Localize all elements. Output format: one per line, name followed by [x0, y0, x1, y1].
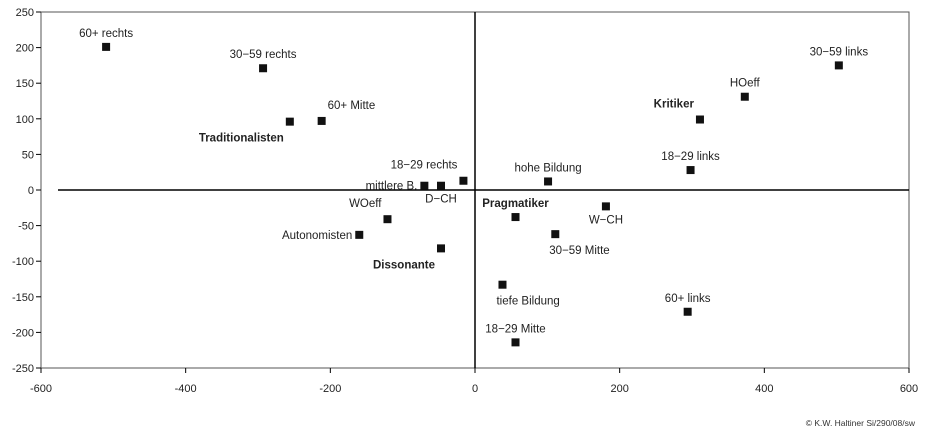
data-point-marker: [695, 115, 704, 124]
data-point-label: 60+ links: [665, 293, 711, 305]
data-point-marker: [740, 92, 749, 101]
data-points: [102, 42, 843, 347]
x-tick-label: 400: [755, 383, 773, 395]
y-tick-label: 200: [16, 43, 34, 55]
data-point-label: tiefe Bildung: [496, 296, 559, 308]
data-point-marker: [551, 230, 560, 239]
data-point-label: WOeff: [349, 198, 382, 210]
data-point-label: D−CH: [425, 194, 457, 206]
data-point-marker: [383, 215, 392, 224]
data-point-label: 18−29 Mitte: [485, 323, 545, 335]
data-point-label: 60+ rechts: [79, 28, 133, 40]
x-tick-label: 200: [610, 383, 628, 395]
x-tick-label: -600: [30, 383, 52, 395]
y-tick-label: 100: [16, 114, 34, 126]
y-tick-label: -50: [18, 221, 34, 233]
y-tick-label: -200: [12, 327, 34, 339]
data-point-marker: [601, 202, 610, 211]
data-point-label: 30−59 rechts: [230, 49, 297, 61]
y-tick-label: -150: [12, 292, 34, 304]
copyright-credit: © K.W. Haltiner Si/290/08/sw: [806, 418, 916, 428]
data-point-label: Traditionalisten: [199, 133, 284, 145]
x-tick-label: 600: [900, 383, 918, 395]
data-point-label: mittlere B.: [366, 181, 418, 193]
data-point-marker: [498, 280, 507, 289]
y-tick-label: 0: [28, 185, 34, 197]
y-tick-label: 50: [22, 149, 34, 161]
data-point-marker: [511, 338, 520, 347]
data-point-label: Kritiker: [654, 99, 695, 111]
data-point-marker: [834, 61, 843, 70]
data-point-label: 30−59 Mitte: [549, 245, 609, 257]
y-axis-ticks: 250 200 150 100 50 0 -50 -100 -150 -200 -250: [12, 7, 41, 375]
data-point-label: 30−59 links: [810, 46, 869, 58]
data-point-label: Dissonante: [373, 259, 435, 271]
data-point-marker: [437, 244, 446, 253]
x-tick-label: -200: [319, 383, 341, 395]
data-point-marker: [544, 177, 553, 186]
data-point-label: hohe Bildung: [514, 162, 581, 174]
data-point-marker: [511, 213, 520, 222]
data-point-marker: [683, 307, 692, 316]
data-point-marker: [686, 166, 695, 175]
y-tick-label: -100: [12, 256, 34, 268]
x-axis-ticks: -600 -400 -200 0 200 400 600: [30, 368, 918, 395]
y-tick-label: -250: [12, 363, 34, 375]
data-point-marker: [355, 230, 364, 239]
data-labels: 60+ rechts 30−59 rechts 60+ Mitte Tradition…: [79, 28, 868, 335]
data-point-marker: [459, 176, 468, 185]
data-point-label: HOeff: [730, 78, 761, 90]
data-point-label: W−CH: [589, 214, 623, 226]
y-tick-label: 150: [16, 78, 34, 90]
data-point-label: 18−29 rechts: [391, 160, 458, 172]
y-tick-label: 250: [16, 7, 34, 19]
data-point-label: 18−29 links: [661, 151, 720, 163]
x-tick-label: -400: [175, 383, 197, 395]
data-point-marker: [317, 116, 326, 125]
data-point-label: Pragmatiker: [482, 198, 549, 210]
x-tick-label: 0: [472, 383, 478, 395]
data-point-label: 60+ Mitte: [328, 100, 376, 112]
data-point-marker: [285, 117, 294, 126]
data-point-label: Autonomisten: [282, 230, 352, 242]
data-point-marker: [420, 181, 429, 190]
data-point-marker: [437, 181, 446, 190]
data-point-marker: [102, 42, 111, 51]
data-point-marker: [259, 64, 268, 73]
